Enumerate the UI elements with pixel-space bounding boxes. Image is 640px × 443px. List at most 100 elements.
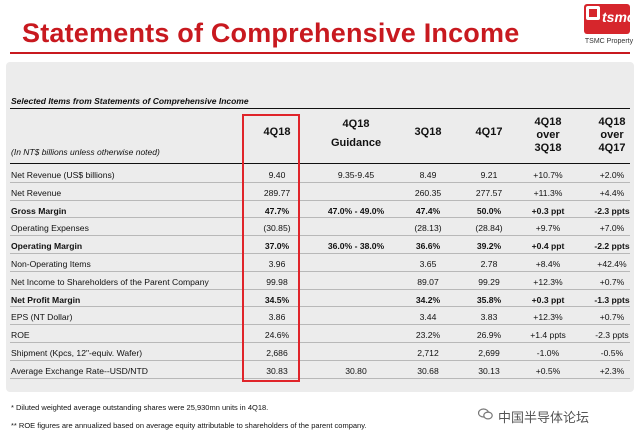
- cell-q4-18: 30.83: [266, 365, 288, 376]
- cell-q4-17: 277.57: [475, 187, 503, 198]
- cell-ovq: +1.4 ppts: [530, 330, 566, 341]
- cell-q4-18: 2,686: [266, 348, 288, 358]
- table-row: EPS (NT Dollar) 3.86 3.44 3.83 +12.3% +0.7%: [10, 307, 630, 326]
- row-label: Non-Operating Items: [11, 259, 91, 269]
- cell-q3-18: 8.49: [419, 170, 437, 180]
- cell-ovy: +2.3%: [599, 365, 625, 376]
- cell-guid: 47.0% - 49.0%: [327, 205, 385, 216]
- logo-badge: tsmc: [584, 4, 635, 34]
- row-label: Net Revenue: [11, 187, 62, 198]
- cell-q4-18: 289.77: [263, 187, 291, 198]
- page-title: Statements of Comprehensive Income: [22, 18, 520, 48]
- cell-q4-18: 99.98: [266, 276, 288, 287]
- col-header-over-4q17: 4Q18 over 4Q17: [577, 116, 640, 155]
- cell-q4-17: 50.0%: [476, 205, 502, 216]
- cell-q3-18: (28.13): [414, 223, 442, 234]
- table-row: Shipment (Kpcs, 12"-equiv. Wafer) 2,686 2,…: [10, 343, 630, 361]
- title-underline: [10, 52, 630, 54]
- table-row: Non-Operating Items 3.96 3.65 2.78 +8.4% +42.…: [10, 254, 630, 272]
- cell-q3-18: 260.35: [414, 187, 442, 198]
- cell-q3-18: 3.65: [419, 259, 437, 269]
- cell-q4-18: 37.0%: [264, 241, 290, 252]
- cell-q4-18: 24.6%: [264, 330, 290, 341]
- cell-q4-17: 39.2%: [476, 241, 502, 252]
- wechat-icon: [478, 408, 493, 420]
- row-label: Net Profit Margin: [11, 294, 81, 305]
- col-header-4q17: 4Q17: [454, 126, 524, 139]
- cell-q4-17: 2,699: [478, 348, 500, 358]
- table-row: ROE 24.6% 23.2% 26.9% +1.4 ppts -2.3 ppts: [10, 325, 630, 343]
- wafer-chip-icon: [586, 6, 600, 20]
- row-label: Net Revenue (US$ billions): [11, 170, 115, 180]
- cell-q4-18: 3.86: [268, 312, 286, 323]
- col-header-guidance-line2: Guidance: [330, 137, 382, 149]
- tsmc-logo: tsmc TSMC Property: [578, 2, 638, 50]
- cell-q3-18: 2,712: [417, 348, 439, 358]
- col-header-4q18-text: 4Q18: [263, 126, 291, 138]
- col-header-over-3q18-line1: 4Q18: [534, 116, 562, 128]
- cell-q3-18: 36.6%: [415, 241, 441, 252]
- cell-q4-18: (30.85): [263, 223, 291, 234]
- cell-ovy: +0.7%: [599, 276, 625, 287]
- units-note: (In NT$ billions unless otherwise noted): [11, 147, 160, 157]
- table-row: Net Income to Shareholders of the Parent…: [10, 272, 630, 290]
- col-header-over-3q18-line3: 3Q18: [534, 142, 562, 154]
- col-header-over-3q18: 4Q18 over 3Q18: [513, 116, 583, 155]
- cell-q4-17: 26.9%: [476, 330, 502, 341]
- table-row: Average Exchange Rate--USD/NTD 30.83 30.80…: [10, 361, 630, 379]
- header-rule: [10, 163, 630, 164]
- col-header-over-4q17-line2: over: [600, 129, 624, 141]
- watermark-text: 中国半导体论坛: [498, 410, 590, 425]
- cell-ovq: +0.3 ppt: [531, 294, 565, 305]
- cell-ovy: -1.3 ppts: [594, 294, 630, 305]
- cell-ovq: +9.7%: [535, 223, 561, 234]
- col-header-over-4q17-line3: 4Q17: [598, 142, 626, 154]
- cell-q3-18: 30.68: [417, 365, 439, 376]
- col-header-guidance-line1: 4Q18: [342, 118, 370, 130]
- cell-q4-18: 34.5%: [264, 294, 290, 305]
- cell-q3-18: 34.2%: [415, 294, 441, 305]
- row-label: Gross Margin: [11, 205, 67, 216]
- cell-q4-18: 47.7%: [264, 205, 290, 216]
- cell-ovy: -0.5%: [600, 348, 624, 358]
- row-label: Operating Expenses: [11, 223, 89, 234]
- cell-ovq: -1.0%: [536, 348, 560, 358]
- row-label: Operating Margin: [11, 241, 83, 252]
- cell-guid: 30.80: [345, 365, 367, 376]
- row-label: EPS (NT Dollar): [11, 312, 73, 323]
- cell-ovq: +12.3%: [533, 312, 563, 323]
- table-section-title: Selected Items from Statements of Compre…: [11, 96, 249, 106]
- cell-ovy: +0.7%: [599, 312, 625, 323]
- highlight-box-4q18: [242, 114, 300, 382]
- cell-ovq: +12.3%: [533, 276, 563, 287]
- cell-q4-17: 2.78: [480, 259, 498, 269]
- cell-q3-18: 47.4%: [415, 205, 441, 216]
- cell-ovy: +4.4%: [599, 187, 625, 198]
- footnote-roe: ** ROE figures are annualized based on a…: [11, 421, 367, 430]
- cell-q4-17: 99.29: [478, 276, 500, 287]
- cell-ovq: +0.3 ppt: [531, 205, 565, 216]
- row-label: Shipment (Kpcs, 12"-equiv. Wafer): [11, 348, 143, 358]
- cell-q4-17: 9.21: [480, 170, 498, 180]
- table-row: Net Profit Margin 34.5% 34.2% 35.8% +0.3 ppt…: [10, 290, 630, 308]
- cell-q3-18: 89.07: [417, 276, 439, 287]
- table-panel: [6, 62, 634, 392]
- table-row: Net Revenue (US$ billions) 9.40 9.35-9.45 8…: [10, 165, 630, 183]
- col-header-4q17-text: 4Q17: [475, 126, 503, 138]
- row-label: ROE: [11, 330, 30, 341]
- table-row: Operating Margin 37.0% 36.0% - 38.0% 36.6% 3…: [10, 236, 630, 254]
- cell-q4-17: 30.13: [478, 365, 500, 376]
- cell-ovy: +7.0%: [599, 223, 625, 234]
- col-header-over-4q17-line1: 4Q18: [598, 116, 626, 128]
- cell-ovy: -2.3 ppts: [595, 330, 629, 341]
- col-header-guidance: 4Q18 Guidance: [321, 118, 391, 150]
- cell-ovy: +42.4%: [597, 259, 627, 269]
- cell-ovy: -2.2 ppts: [594, 241, 630, 252]
- cell-q4-18: 3.96: [268, 259, 286, 269]
- cell-q3-18: 23.2%: [415, 330, 441, 341]
- cell-q4-17: 35.8%: [476, 294, 502, 305]
- cell-guid: 9.35-9.45: [337, 170, 375, 180]
- col-header-over-3q18-line2: over: [536, 129, 560, 141]
- row-label: Average Exchange Rate--USD/NTD: [11, 365, 148, 376]
- cell-q4-17: 3.83: [480, 312, 498, 323]
